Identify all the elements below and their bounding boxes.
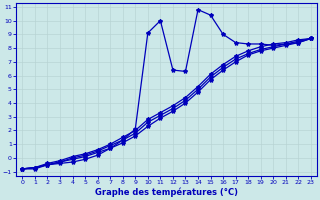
X-axis label: Graphe des températures (°C): Graphe des températures (°C): [95, 188, 238, 197]
